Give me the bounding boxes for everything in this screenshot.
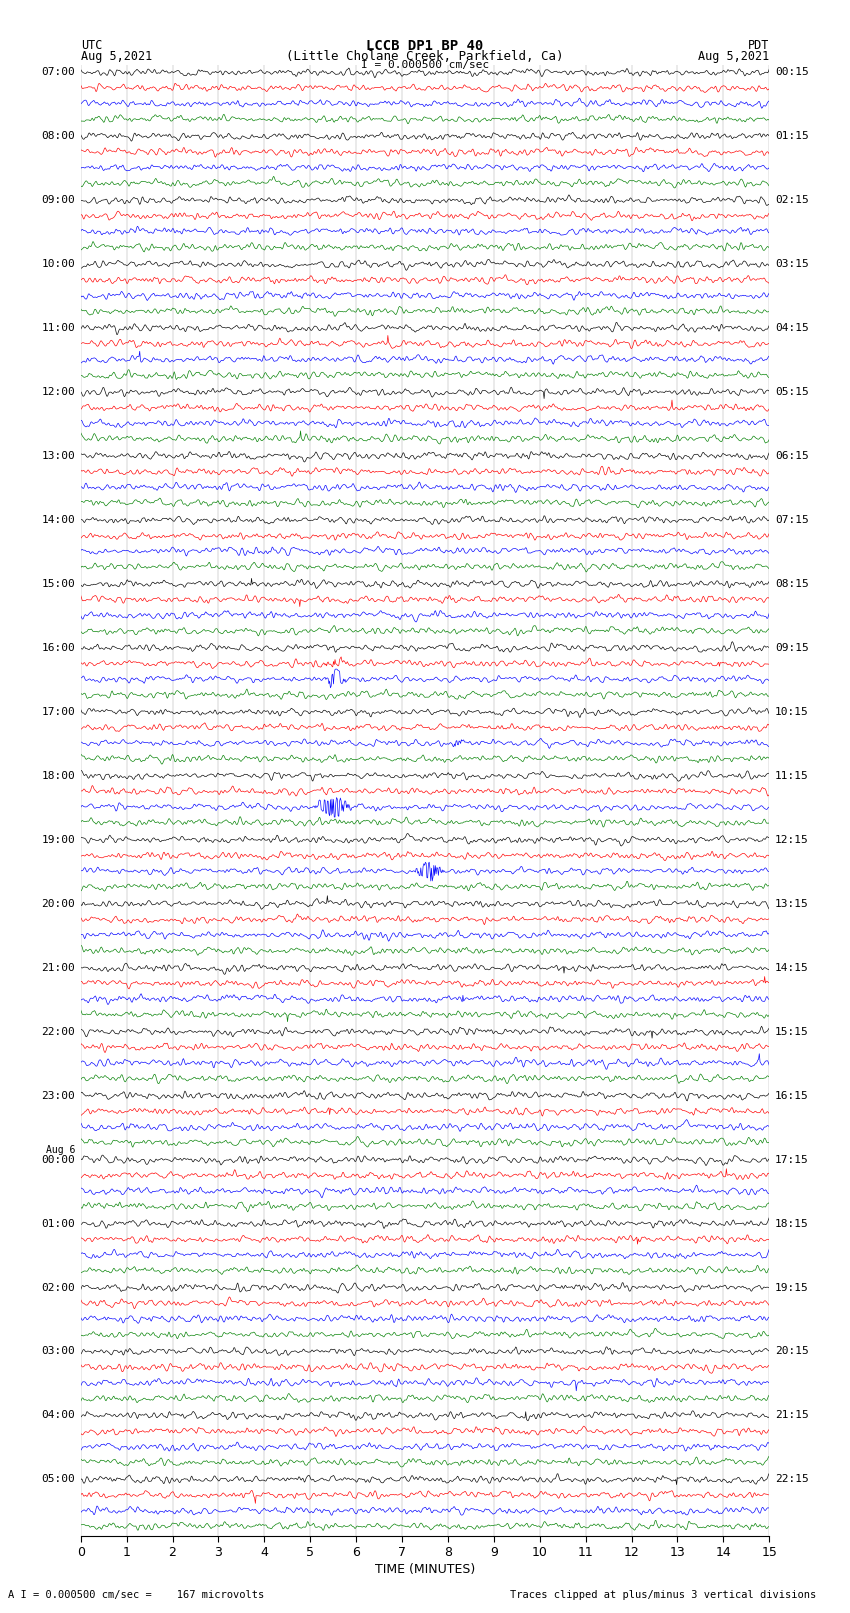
Text: Aug 5,2021: Aug 5,2021 [698, 50, 769, 63]
Text: 13:00: 13:00 [42, 452, 76, 461]
Text: A I = 0.000500 cm/sec =    167 microvolts: A I = 0.000500 cm/sec = 167 microvolts [8, 1590, 264, 1600]
Text: 02:00: 02:00 [42, 1282, 76, 1292]
Text: 15:15: 15:15 [774, 1027, 808, 1037]
Text: 12:15: 12:15 [774, 836, 808, 845]
Text: 11:00: 11:00 [42, 323, 76, 334]
Text: 00:00: 00:00 [42, 1155, 76, 1165]
Text: 03:15: 03:15 [774, 260, 808, 269]
Text: 19:15: 19:15 [774, 1282, 808, 1292]
Text: 09:00: 09:00 [42, 195, 76, 205]
Text: 20:15: 20:15 [774, 1347, 808, 1357]
Text: 08:00: 08:00 [42, 131, 76, 142]
Text: 12:00: 12:00 [42, 387, 76, 397]
Text: 07:00: 07:00 [42, 68, 76, 77]
Text: 05:00: 05:00 [42, 1474, 76, 1484]
Text: 00:15: 00:15 [774, 68, 808, 77]
Text: 13:15: 13:15 [774, 898, 808, 908]
Text: 18:00: 18:00 [42, 771, 76, 781]
Text: Aug 6: Aug 6 [46, 1145, 76, 1155]
Text: I = 0.000500 cm/sec: I = 0.000500 cm/sec [361, 60, 489, 69]
Text: 10:00: 10:00 [42, 260, 76, 269]
Text: 19:00: 19:00 [42, 836, 76, 845]
Text: 04:00: 04:00 [42, 1410, 76, 1421]
Text: 01:00: 01:00 [42, 1218, 76, 1229]
Text: 16:00: 16:00 [42, 644, 76, 653]
Text: 23:00: 23:00 [42, 1090, 76, 1100]
Text: 15:00: 15:00 [42, 579, 76, 589]
Text: UTC: UTC [81, 39, 102, 52]
Text: 21:15: 21:15 [774, 1410, 808, 1421]
Text: PDT: PDT [748, 39, 769, 52]
Text: 01:15: 01:15 [774, 131, 808, 142]
Text: 04:15: 04:15 [774, 323, 808, 334]
Text: 18:15: 18:15 [774, 1218, 808, 1229]
Text: 05:15: 05:15 [774, 387, 808, 397]
Text: 21:00: 21:00 [42, 963, 76, 973]
Text: 09:15: 09:15 [774, 644, 808, 653]
Text: 17:00: 17:00 [42, 706, 76, 716]
Text: 10:15: 10:15 [774, 706, 808, 716]
Text: Aug 5,2021: Aug 5,2021 [81, 50, 152, 63]
X-axis label: TIME (MINUTES): TIME (MINUTES) [375, 1563, 475, 1576]
Text: LCCB DP1 BP 40: LCCB DP1 BP 40 [366, 39, 484, 53]
Text: 02:15: 02:15 [774, 195, 808, 205]
Text: 11:15: 11:15 [774, 771, 808, 781]
Text: 22:00: 22:00 [42, 1027, 76, 1037]
Text: 07:15: 07:15 [774, 515, 808, 524]
Text: 06:15: 06:15 [774, 452, 808, 461]
Text: 03:00: 03:00 [42, 1347, 76, 1357]
Text: 14:00: 14:00 [42, 515, 76, 524]
Text: 22:15: 22:15 [774, 1474, 808, 1484]
Text: 08:15: 08:15 [774, 579, 808, 589]
Text: 16:15: 16:15 [774, 1090, 808, 1100]
Text: 17:15: 17:15 [774, 1155, 808, 1165]
Text: (Little Cholane Creek, Parkfield, Ca): (Little Cholane Creek, Parkfield, Ca) [286, 50, 564, 63]
Text: Traces clipped at plus/minus 3 vertical divisions: Traces clipped at plus/minus 3 vertical … [510, 1590, 816, 1600]
Text: 14:15: 14:15 [774, 963, 808, 973]
Text: 20:00: 20:00 [42, 898, 76, 908]
